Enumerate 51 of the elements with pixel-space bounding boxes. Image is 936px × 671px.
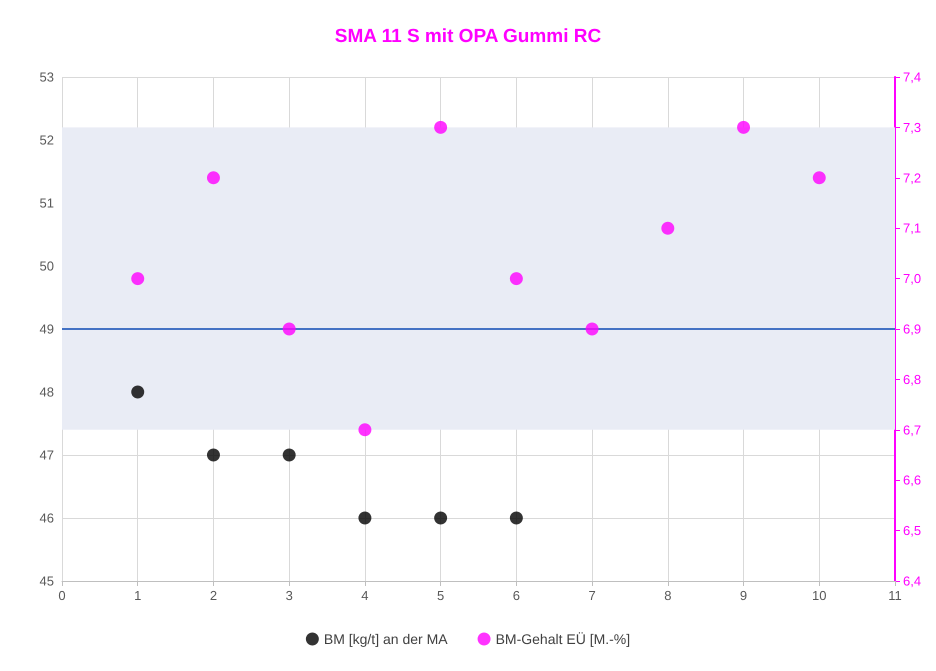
- point: [510, 512, 523, 524]
- x-tick-label: 5: [437, 588, 444, 603]
- point: [206, 448, 220, 462]
- x-tick-label: 2: [210, 588, 218, 603]
- y2-tick-label: 7,4: [903, 70, 922, 84]
- x-tick-label: 11: [888, 588, 902, 603]
- y2-tick-label: 6,5: [903, 523, 922, 538]
- y-tick-label: 53: [40, 70, 54, 84]
- point: [131, 272, 144, 286]
- y-tick-label: 49: [40, 322, 54, 336]
- x-tick-label: 1: [134, 588, 142, 603]
- y2-tick-label: 7,3: [903, 120, 922, 135]
- y-tick-label: 52: [40, 132, 54, 148]
- y2-tick-label: 6,8: [903, 372, 922, 387]
- legend-label: BM [kg/t] an der MA: [324, 631, 448, 647]
- point: [510, 272, 523, 286]
- point: [206, 171, 220, 184]
- y-tick-label: 47: [40, 448, 54, 462]
- chart-title: SMA 11 S mit OPA Gummi RC: [334, 26, 602, 47]
- y-tick-label: 46: [40, 510, 54, 526]
- x-tick-label: 7: [588, 588, 596, 603]
- x-tick-label: 6: [512, 588, 520, 603]
- y2-tick-label: 7,0: [903, 271, 922, 286]
- point: [434, 512, 448, 524]
- y2-tick-label: 7,2: [903, 170, 922, 186]
- x-tick-label: 4: [361, 588, 369, 603]
- y-tick-label: 48: [40, 384, 54, 400]
- y-tick-label: 50: [40, 258, 54, 274]
- point: [358, 512, 372, 524]
- x-tick-label: 0: [58, 588, 66, 603]
- point: [434, 120, 448, 134]
- x-tick-label: 8: [664, 588, 672, 603]
- x-tick-label: 3: [286, 588, 293, 603]
- y2-tick-label: 6,6: [903, 472, 922, 488]
- point: [282, 322, 296, 336]
- y2-tick-label: 6,4: [903, 574, 922, 588]
- y2-tick-label: 6,9: [903, 322, 922, 336]
- point: [586, 322, 599, 336]
- point: [661, 222, 674, 235]
- y-tick-label: 45: [40, 574, 54, 588]
- y2-tick-label: 7,1: [903, 220, 922, 236]
- point: [131, 386, 144, 398]
- point: [358, 423, 372, 436]
- point: [737, 120, 750, 134]
- x-tick-label: 10: [812, 588, 827, 603]
- y-tick-label: 51: [40, 196, 54, 210]
- legend-label: BM-Gehalt EÜ [M.-%]: [496, 631, 630, 647]
- point: [282, 448, 296, 462]
- y2-tick-label: 6,7: [903, 422, 922, 438]
- x-tick-label: 9: [740, 588, 748, 603]
- point: [812, 171, 826, 184]
